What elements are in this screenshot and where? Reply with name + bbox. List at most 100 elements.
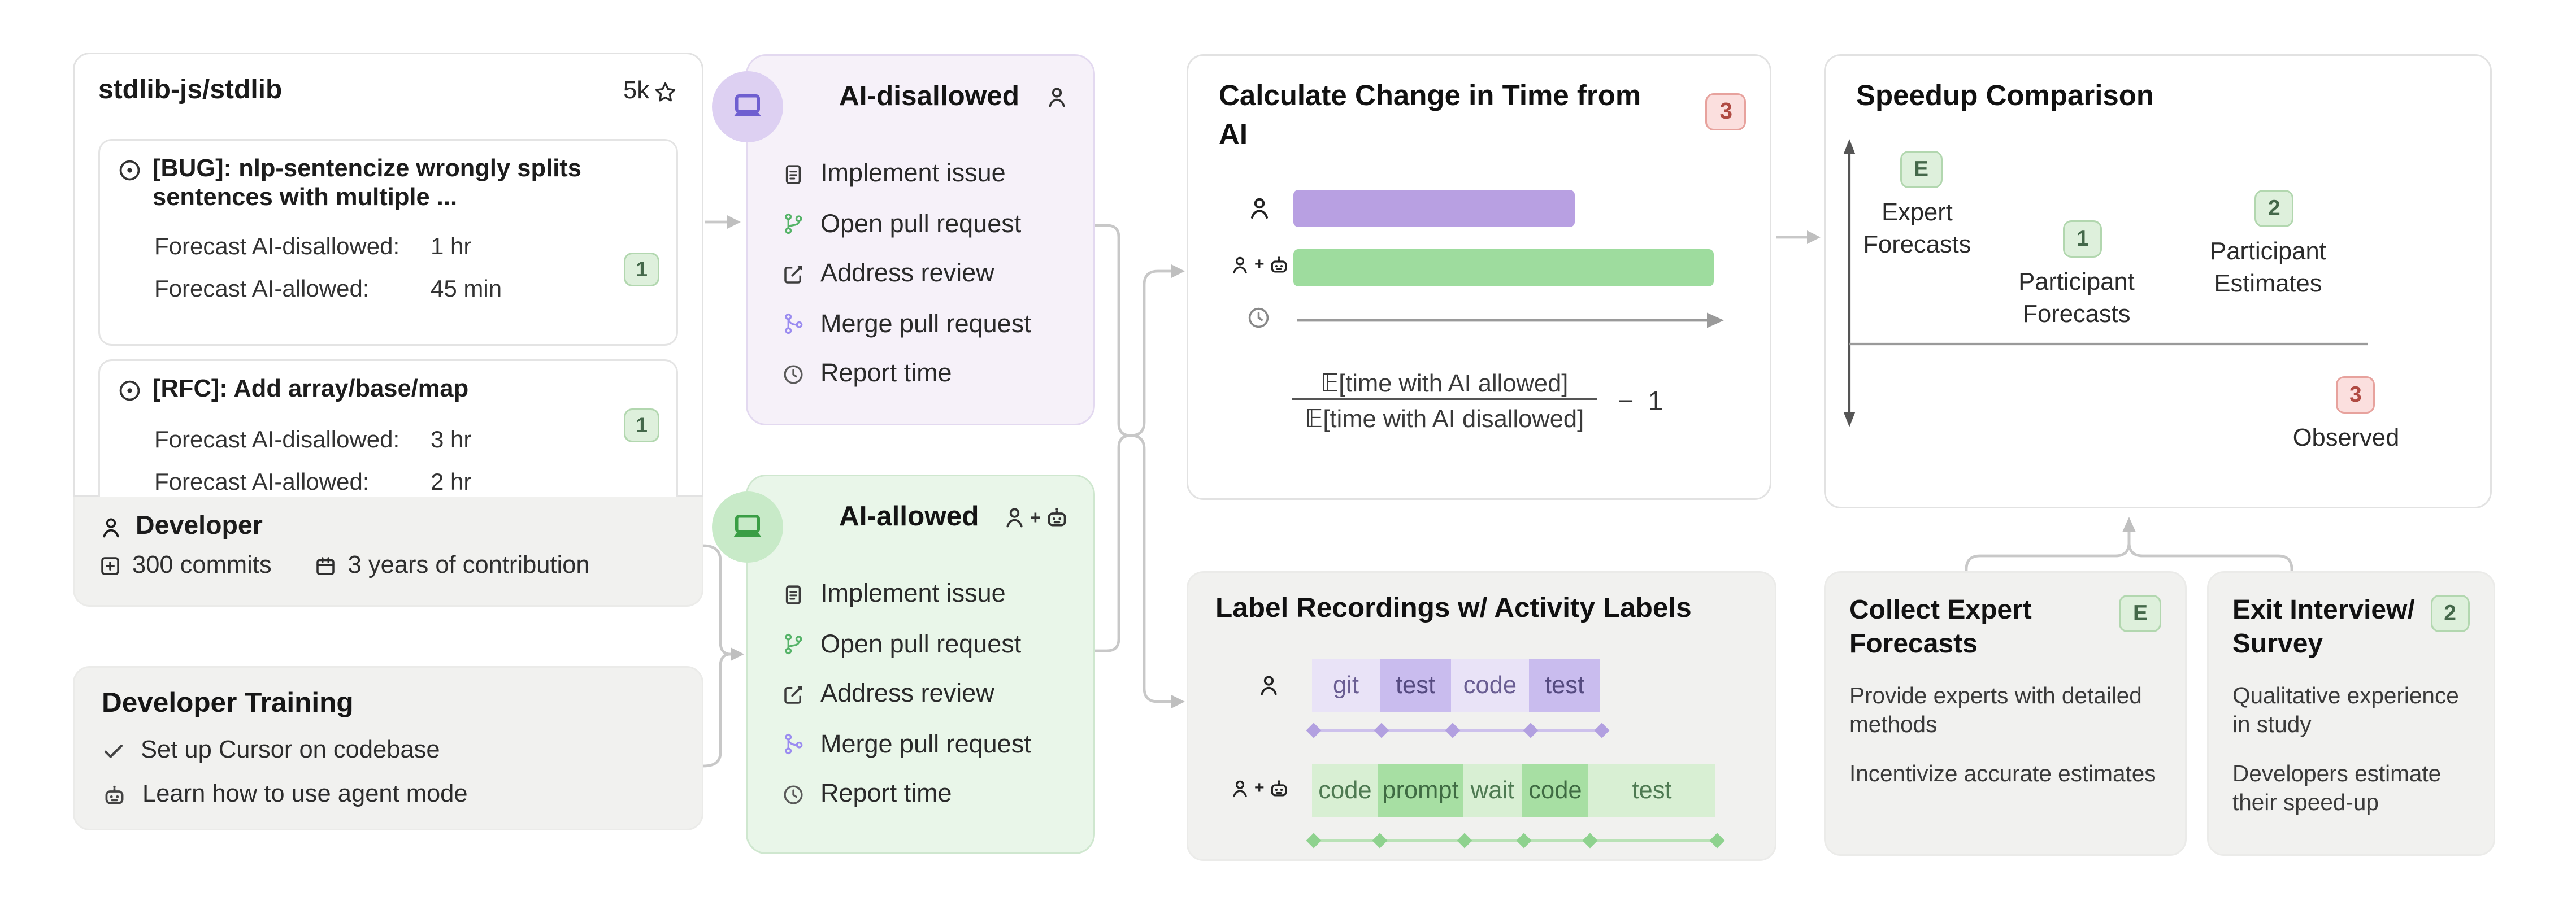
step-number-badge: 3: [1706, 93, 1746, 130]
activity-segment: test: [1380, 659, 1451, 712]
training-title: Developer Training: [102, 688, 354, 719]
person-plus-robot-icons: +: [1229, 778, 1290, 800]
exit-title: Exit Interview/ Survey: [2232, 597, 2415, 659]
human-activity-track: git test code test: [1312, 659, 1600, 712]
note: Provide experts with detailed methods: [1849, 683, 2142, 737]
forecast-value: 1 hr: [431, 232, 472, 259]
note: Incentivize accurate estimates: [1849, 761, 2156, 786]
person-icon: [1251, 198, 1268, 219]
badge-2: 2: [2430, 595, 2470, 632]
ai-disallowed-card: AI-disallowed Implement issue Open pull …: [712, 54, 1095, 425]
human-timeline: [1306, 723, 1610, 738]
activity-segment: code: [1522, 764, 1588, 817]
calc-change-card: Calculate Change in Time from AI 3 + 𝔼[t…: [1187, 54, 1771, 500]
activity-segment: test: [1588, 764, 1715, 817]
clock-icon: [784, 785, 803, 804]
workflow-step: Report time: [781, 769, 1080, 820]
point-label-participant-estimates: Participant Estimates: [2210, 239, 2326, 298]
laptop-icon: [733, 515, 762, 537]
repo-star-count: 5k: [623, 78, 678, 105]
time-axis-arrow: [1297, 312, 1724, 328]
ai-allowed-time-bar: [1293, 249, 1714, 286]
note: Developers estimate their speed-up: [2232, 761, 2442, 815]
issue-title: [RFC]: Add array/base/map: [153, 376, 469, 403]
ai-disallowed-time-bar: [1293, 190, 1575, 227]
plus-separator: +: [1254, 256, 1265, 275]
laptop-badge: [712, 491, 783, 563]
person-icon: [1049, 88, 1065, 107]
training-item-label: Set up Cursor on codebase: [141, 737, 440, 764]
formula-fraction: 𝔼[time with AI allowed] 𝔼[time with AI d…: [1291, 371, 1598, 434]
point-badge-3: 3: [2336, 376, 2375, 414]
step-label: Open pull request: [820, 630, 1022, 659]
forecast-list: Forecast AI-disallowed: 3 hr Forecast AI…: [154, 418, 659, 503]
step-label: Merge pull request: [820, 310, 1031, 339]
clock-icon: [784, 364, 803, 384]
forecast-row: Forecast AI-allowed: 45 min: [154, 268, 659, 310]
badge-2: 2: [2254, 190, 2294, 227]
workflow-step: Report time: [781, 349, 1080, 399]
forecast-row: Forecast AI-disallowed: 1 hr: [154, 225, 659, 268]
workflow-step: Address review: [781, 669, 1080, 720]
clock-icon: [1248, 307, 1269, 328]
ai-allowed-card: AI-allowed + Implement issue Open pull r…: [712, 475, 1095, 854]
issue-open-icon: [119, 380, 140, 401]
step-label: Open pull request: [820, 210, 1022, 239]
activity-segment: code: [1451, 659, 1529, 712]
step-label: Merge pull request: [820, 730, 1031, 759]
activity-segment: git: [1312, 659, 1380, 712]
workflow-step: Implement issue: [781, 569, 1080, 620]
tenure-stat: 3 years of contribution: [314, 552, 590, 580]
issue-title: [BUG]: nlp-sentencize wrongly splits sen…: [153, 156, 581, 211]
formula-numerator: 𝔼[time with AI allowed]: [1320, 371, 1569, 398]
collect-expert-forecasts-card: Collect Expert Forecasts E Provide exper…: [1824, 571, 2187, 856]
forecast-label: Forecast AI-allowed:: [154, 275, 370, 302]
edit-review-icon: [784, 685, 802, 703]
laptop-badge: [712, 71, 783, 142]
person-plus-robot-icons: +: [1229, 254, 1290, 276]
badge-3: 3: [1706, 93, 1746, 130]
issue-title-row: [RFC]: Add array/base/map: [117, 376, 659, 404]
activity-segment: wait: [1463, 764, 1522, 817]
workflow-steps: Implement issue Open pull request Addres…: [781, 149, 1080, 399]
exit-interview-card: Exit Interview/ Survey 2 Qualitative exp…: [2207, 571, 2495, 856]
badge-1: 1: [2063, 220, 2102, 258]
step-label: Address review: [820, 680, 994, 709]
workflow-step: Open pull request: [781, 199, 1080, 250]
workflow-step: Address review: [781, 249, 1080, 299]
commits-icon: [101, 557, 119, 575]
plus-separator: +: [1254, 780, 1265, 798]
point-label-expert: Expert Forecasts: [1863, 200, 1971, 259]
label-recordings-card: Label Recordings w/ Activity Labels git …: [1187, 571, 1776, 861]
person-icon: [1006, 508, 1022, 528]
issue-count-badge: 1: [624, 253, 659, 286]
star-count-value: 5k: [623, 78, 649, 105]
activity-segment: prompt: [1378, 764, 1463, 817]
developer-title-row: Developer: [98, 512, 678, 542]
forecast-value: 45 min: [431, 275, 502, 302]
point-label-participant-forecasts: Participant Forecasts: [2018, 269, 2135, 328]
laptop-icon: [733, 94, 762, 117]
person-icon: [103, 517, 119, 537]
point-label-observed: Observed: [2292, 425, 2400, 453]
workflow-step: Implement issue: [781, 149, 1080, 199]
workflow-step: Merge pull request: [781, 720, 1080, 770]
repo-header: stdlib-js/stdlib 5k: [75, 54, 702, 107]
note: Qualitative experience in study: [2232, 683, 2459, 737]
document-icon: [785, 164, 801, 184]
issue-open-icon: [119, 160, 140, 181]
star-icon: [655, 81, 676, 101]
badge-3: 3: [2336, 376, 2375, 414]
activity-segment: test: [1529, 659, 1600, 712]
forecast-value: 3 hr: [431, 424, 472, 452]
badge-e: E: [2119, 595, 2161, 632]
ai-timeline: [1306, 833, 1725, 849]
step-label: Address review: [820, 259, 994, 289]
forecast-label: Forecast AI-allowed:: [154, 467, 370, 494]
person-icon: [1233, 780, 1247, 798]
git-branch-icon: [785, 634, 802, 655]
edit-review-icon: [784, 265, 802, 283]
speedup-axes: [1843, 139, 2368, 427]
workflow-step: Open pull request: [781, 620, 1080, 670]
